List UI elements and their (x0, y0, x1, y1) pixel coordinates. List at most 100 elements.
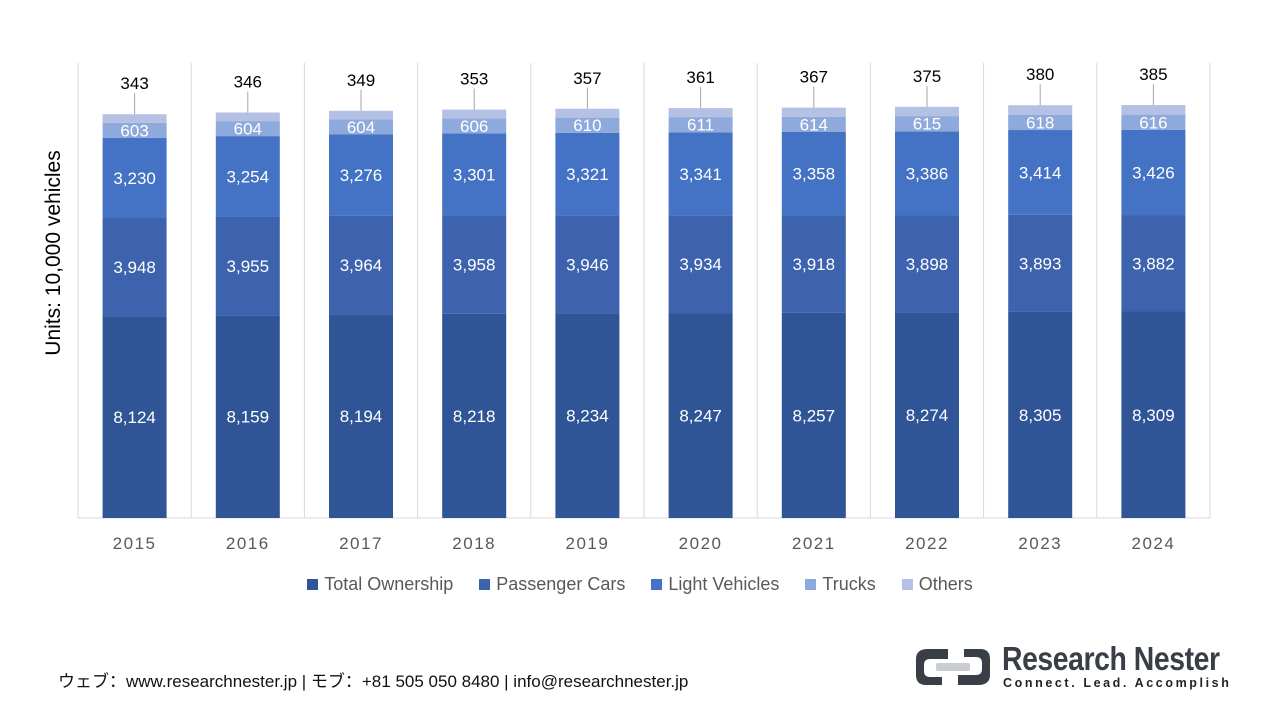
bar-segment-light-vehicles (895, 131, 959, 216)
data-label: 349 (347, 71, 375, 90)
data-label: 8,257 (793, 406, 836, 425)
legend-item: Others (901, 574, 973, 595)
bar-segment-light-vehicles (668, 132, 733, 216)
bar-segment-trucks (895, 116, 959, 132)
bar-segment-others (215, 112, 280, 122)
footer-contact: ウェブ：www.researchnester.jp | モブ：+81 505 0… (58, 672, 689, 691)
bar-segment-others (442, 109, 507, 119)
data-label: 357 (573, 69, 601, 88)
data-label: 8,194 (340, 407, 383, 426)
data-label: 3,955 (227, 257, 270, 276)
bar-segment-total-ownership (329, 314, 393, 518)
data-label: 367 (800, 68, 828, 87)
bar-segment-light-vehicles (555, 132, 620, 216)
data-label: 3,341 (679, 165, 722, 184)
data-label: 8,247 (679, 407, 722, 426)
y-axis-label: Units: 10,000 vehicles (42, 150, 65, 355)
legend-label: Light Vehicles (668, 574, 780, 594)
bar-segment-passenger-cars (1121, 215, 1186, 312)
data-label: 615 (913, 115, 941, 134)
bar-segment-passenger-cars (215, 216, 280, 316)
bar-segment-passenger-cars (668, 215, 733, 314)
bar-segment-total-ownership (102, 316, 167, 518)
data-label: 3,893 (1019, 254, 1062, 273)
legend-label: Total Ownership (324, 574, 454, 594)
data-label: 346 (234, 72, 262, 91)
data-label: 3,254 (227, 168, 270, 187)
data-label: 3,301 (453, 165, 496, 184)
bar-segment-others (781, 107, 846, 117)
legend-item: Total Ownership (307, 574, 453, 595)
bar-segment-total-ownership (668, 313, 733, 518)
brand-tagline: Connect. Lead. Accomplish (1003, 676, 1232, 690)
data-label: 3,958 (453, 256, 496, 275)
data-label: 3,276 (340, 166, 383, 185)
x-tick-label: 2015 (113, 534, 157, 553)
bar-segment-light-vehicles (215, 136, 280, 217)
bar-segment-light-vehicles (781, 132, 846, 216)
data-label: 3,964 (340, 256, 383, 275)
bar-segment-trucks (668, 117, 733, 133)
chart-legend: Total Ownership Passenger Cars Light Vehic… (0, 574, 1280, 595)
data-label: 343 (120, 74, 148, 93)
data-label: 3,946 (566, 255, 609, 274)
data-label: 610 (573, 116, 601, 135)
x-tick-label: 2024 (1131, 534, 1175, 553)
data-label: 3,426 (1132, 163, 1175, 182)
data-label: 3,934 (679, 255, 722, 274)
data-label: 3,230 (113, 169, 156, 188)
x-tick-label: 2016 (226, 534, 270, 553)
legend-swatch (901, 579, 913, 590)
legend-swatch (307, 579, 319, 590)
data-label: 3,321 (566, 165, 609, 184)
data-label: 361 (686, 68, 714, 87)
bar-segment-total-ownership (895, 312, 959, 518)
bar-segment-trucks (102, 122, 167, 138)
brand-name: Research Nester (1002, 640, 1220, 677)
bar-segment-total-ownership (1008, 311, 1073, 518)
data-label: 3,386 (906, 164, 949, 183)
bar-segment-passenger-cars (555, 215, 620, 314)
bar-segment-others (329, 110, 393, 120)
data-label: 8,305 (1019, 406, 1062, 425)
bar-segment-others (1121, 105, 1186, 115)
data-label: 375 (913, 67, 941, 86)
bar-segment-others (668, 108, 733, 118)
data-label: 3,414 (1019, 163, 1062, 182)
data-label: 3,918 (793, 255, 836, 274)
x-tick-label: 2018 (452, 534, 496, 553)
data-label: 606 (460, 117, 488, 136)
data-label: 3,882 (1132, 254, 1175, 273)
bar-segment-trucks (1008, 114, 1073, 131)
bar-segment-passenger-cars (895, 215, 959, 313)
x-tick-label: 2019 (565, 534, 609, 553)
data-label: 8,274 (906, 406, 949, 425)
legend-label: Passenger Cars (496, 574, 626, 594)
data-label: 8,218 (453, 407, 496, 426)
x-tick-label: 2022 (905, 534, 949, 553)
research-nester-logo-icon (916, 649, 990, 685)
bar-segment-trucks (1121, 114, 1186, 130)
legend-swatch (479, 579, 491, 590)
data-label: 604 (234, 120, 262, 139)
bar-segment-trucks (555, 117, 620, 133)
bar-segment-others (1008, 105, 1073, 115)
bar-segment-others (102, 114, 167, 123)
x-tick-label: 2020 (679, 534, 723, 553)
bar-segment-passenger-cars (781, 215, 846, 313)
bar-segment-total-ownership (781, 312, 846, 518)
data-label: 616 (1139, 113, 1167, 132)
data-label: 3,898 (906, 255, 949, 274)
x-tick-label: 2021 (792, 534, 836, 553)
legend-item: Light Vehicles (651, 574, 779, 595)
x-tick-label: 2023 (1018, 534, 1062, 553)
bar-segment-passenger-cars (329, 215, 393, 315)
bar-segment-light-vehicles (102, 137, 167, 219)
data-label: 353 (460, 70, 488, 89)
bar-segment-others (555, 108, 620, 118)
data-label: 8,234 (566, 407, 609, 426)
legend-label: Others (918, 574, 973, 594)
data-label: 604 (347, 118, 375, 137)
bar-segment-total-ownership (555, 313, 620, 518)
